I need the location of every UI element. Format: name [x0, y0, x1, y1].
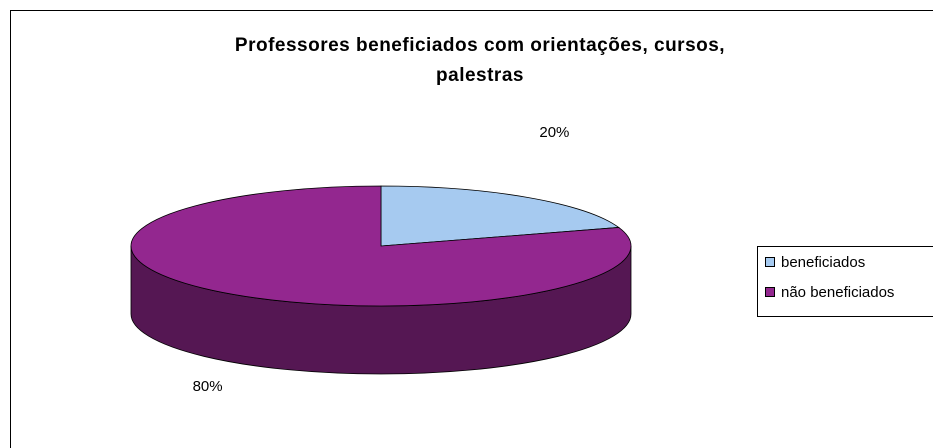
chart-title: palestras	[436, 65, 524, 86]
legend-swatch	[765, 257, 775, 267]
data-label: 80%	[193, 378, 223, 395]
legend-label: beneficiados	[781, 254, 865, 271]
pie-slice	[380, 185, 620, 247]
data-label: 20%	[539, 124, 569, 141]
chart-title: Professores beneficiados com orientações…	[235, 35, 725, 56]
pie-slice	[130, 185, 632, 307]
legend-label: não beneficiados	[781, 284, 894, 301]
legend-swatch	[765, 287, 775, 297]
legend-box	[757, 246, 933, 317]
